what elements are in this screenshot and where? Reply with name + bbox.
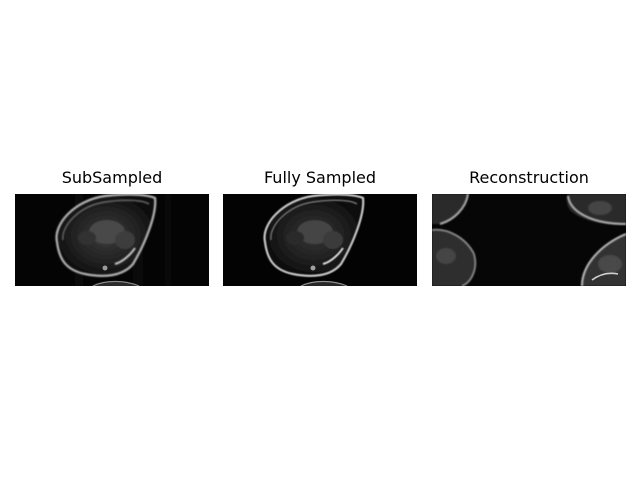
mri-image-fully-sampled bbox=[223, 194, 417, 286]
panel-title: Reconstruction bbox=[469, 168, 589, 187]
mri-image-subsampled bbox=[15, 194, 209, 286]
mri-image-reconstruction bbox=[432, 194, 626, 286]
panel-title: Fully Sampled bbox=[263, 168, 377, 187]
panel-title: SubSampled bbox=[61, 168, 163, 187]
